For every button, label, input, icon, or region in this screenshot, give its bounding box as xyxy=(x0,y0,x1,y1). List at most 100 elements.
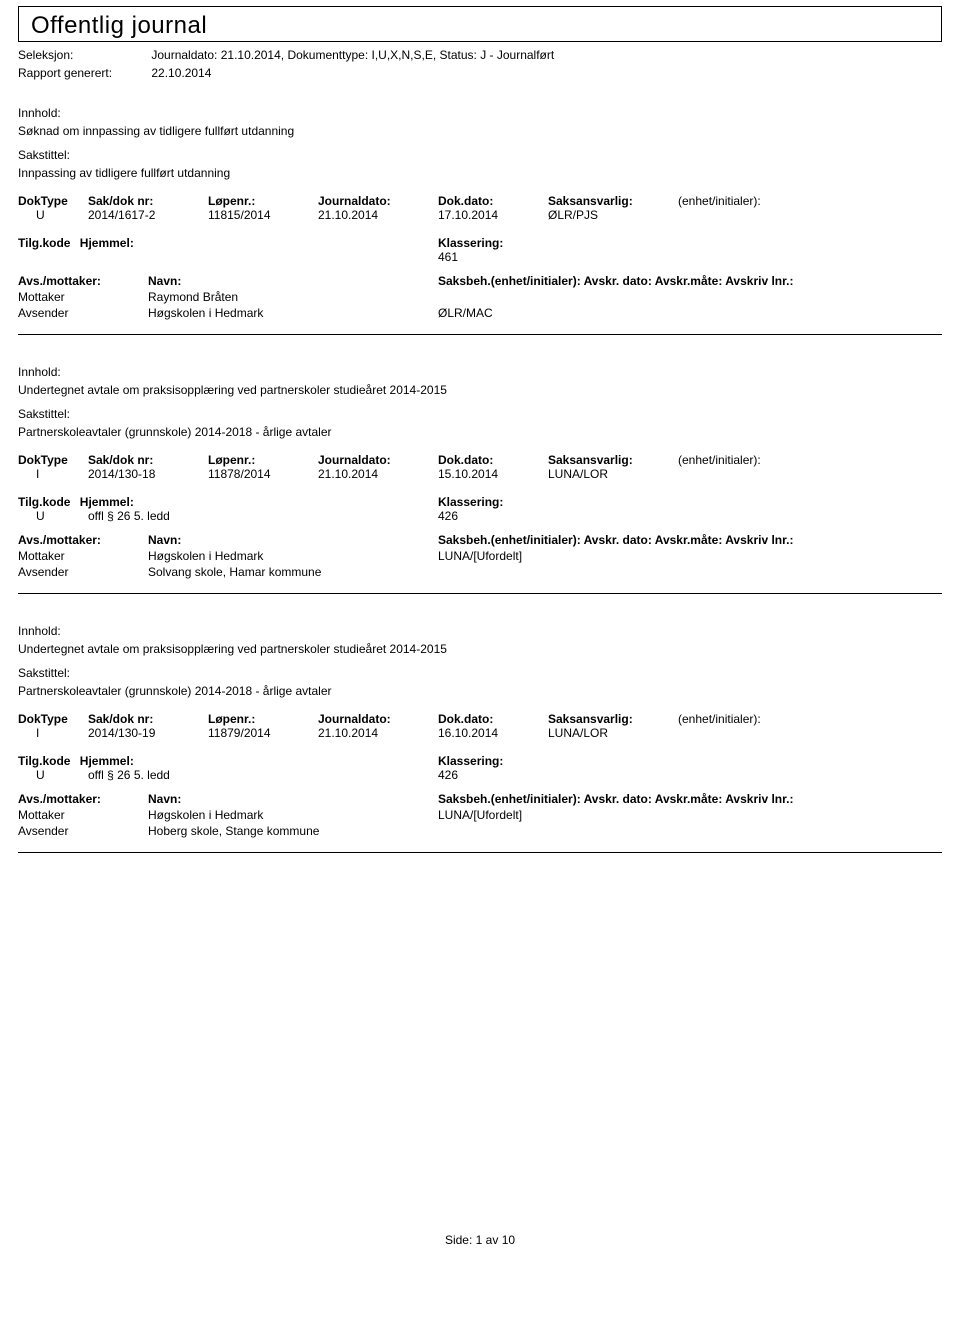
val-tilgkode: U xyxy=(18,509,88,523)
hdr-journaldato: Journaldato: xyxy=(318,194,438,208)
hjemmel-label: Hjemmel: xyxy=(80,495,134,509)
party-row: Mottaker Høgskolen i Hedmark LUNA/[Uford… xyxy=(18,808,942,822)
klassering-label: Klassering: xyxy=(438,236,503,250)
hdr-saksansvarlig: Saksansvarlig: xyxy=(548,194,678,208)
party-saksbeh xyxy=(438,565,942,579)
innhold-text: Undertegnet avtale om praksisopplæring v… xyxy=(18,642,942,656)
sakstittel-label: Sakstittel: xyxy=(18,407,942,421)
val-sakdok: 2014/1617-2 xyxy=(88,208,208,222)
val-dokdato: 17.10.2014 xyxy=(438,208,548,222)
party-name: Hoberg skole, Stange kommune xyxy=(148,824,438,838)
hdr-dokdato: Dok.dato: xyxy=(438,194,548,208)
val-klassering: 426 xyxy=(438,768,458,782)
party-name: Høgskolen i Hedmark xyxy=(148,549,438,563)
title-box: Offentlig journal xyxy=(18,6,942,42)
sakstittel-text: Partnerskoleavtaler (grunnskole) 2014-20… xyxy=(18,425,942,439)
seleksjon-row: Seleksjon: Journaldato: 21.10.2014, Doku… xyxy=(18,48,942,62)
party-row: Mottaker Høgskolen i Hedmark LUNA/[Uford… xyxy=(18,549,942,563)
innhold-text: Undertegnet avtale om praksisopplæring v… xyxy=(18,383,942,397)
val-journaldato: 21.10.2014 xyxy=(318,208,438,222)
sakstittel-text: Partnerskoleavtaler (grunnskole) 2014-20… xyxy=(18,684,942,698)
sakstittel-text: Innpassing av tidligere fullført utdanni… xyxy=(18,166,942,180)
hdr-navn: Navn: xyxy=(148,792,438,806)
hdr-enhet: (enhet/initialer): xyxy=(678,194,942,208)
innhold-label: Innhold: xyxy=(18,106,942,120)
party-saksbeh: LUNA/[Ufordelt] xyxy=(438,808,942,822)
page-footer: Side: 1 av 10 xyxy=(18,1233,942,1247)
val-dokdato: 16.10.2014 xyxy=(438,726,548,740)
hdr-doktype: DokType xyxy=(18,712,88,726)
doc-data-row: U 2014/1617-2 11815/2014 21.10.2014 17.1… xyxy=(18,208,942,222)
hdr-doktype: DokType xyxy=(18,194,88,208)
sakstittel-label: Sakstittel: xyxy=(18,148,942,162)
party-header: Avs./mottaker: Navn: Saksbeh.(enhet/init… xyxy=(18,533,942,547)
val-enhet xyxy=(678,467,942,481)
hdr-avs-mottaker: Avs./mottaker: xyxy=(18,792,148,806)
av-label: av xyxy=(486,1233,499,1247)
doc-header-row: DokType Sak/dok nr: Løpenr.: Journaldato… xyxy=(18,712,942,726)
innhold-label: Innhold: xyxy=(18,624,942,638)
records-container: Innhold: Søknad om innpassing av tidlige… xyxy=(18,84,942,853)
klassering-label: Klassering: xyxy=(438,754,503,768)
hdr-navn: Navn: xyxy=(148,274,438,288)
hjemmel-label: Hjemmel: xyxy=(80,236,134,250)
hdr-saksbeh: Saksbeh.(enhet/initialer): Avskr. dato: … xyxy=(438,533,942,547)
hdr-lopenr: Løpenr.: xyxy=(208,453,318,467)
val-doktype: I xyxy=(18,726,88,740)
hjemmel-label: Hjemmel: xyxy=(80,754,134,768)
rapport-label: Rapport generert: xyxy=(18,66,148,80)
val-enhet xyxy=(678,726,942,740)
innhold-text: Søknad om innpassing av tidligere fullfø… xyxy=(18,124,942,138)
party-name: Solvang skole, Hamar kommune xyxy=(148,565,438,579)
hdr-enhet: (enhet/initialer): xyxy=(678,453,942,467)
hdr-saksansvarlig: Saksansvarlig: xyxy=(548,453,678,467)
party-saksbeh xyxy=(438,290,942,304)
party-role: Avsender xyxy=(18,824,148,838)
val-tilgkode: U xyxy=(18,768,88,782)
doc-header-row: DokType Sak/dok nr: Løpenr.: Journaldato… xyxy=(18,194,942,208)
innhold-label: Innhold: xyxy=(18,365,942,379)
rapport-value: 22.10.2014 xyxy=(151,66,211,80)
party-role: Avsender xyxy=(18,306,148,320)
party-role: Mottaker xyxy=(18,290,148,304)
hdr-sakdok: Sak/dok nr: xyxy=(88,453,208,467)
total-pages: 10 xyxy=(502,1233,515,1247)
party-role: Mottaker xyxy=(18,549,148,563)
val-saksansvarlig: LUNA/LOR xyxy=(548,467,678,481)
hdr-dokdato: Dok.dato: xyxy=(438,712,548,726)
hdr-sakdok: Sak/dok nr: xyxy=(88,194,208,208)
hdr-dokdato: Dok.dato: xyxy=(438,453,548,467)
seleksjon-label: Seleksjon: xyxy=(18,48,148,62)
party-name: Raymond Bråten xyxy=(148,290,438,304)
val-hjemmel: offl § 26 5. ledd xyxy=(88,768,438,782)
page-number: 1 xyxy=(476,1233,483,1247)
tilg-klass-labels: Tilg.kode Hjemmel: Klassering: xyxy=(18,495,942,509)
tilg-klass-labels: Tilg.kode Hjemmel: Klassering: xyxy=(18,236,942,250)
val-lopenr: 11879/2014 xyxy=(208,726,318,740)
hdr-sakdok: Sak/dok nr: xyxy=(88,712,208,726)
party-saksbeh: LUNA/[Ufordelt] xyxy=(438,549,942,563)
val-sakdok: 2014/130-18 xyxy=(88,467,208,481)
party-role: Mottaker xyxy=(18,808,148,822)
val-saksansvarlig: ØLR/PJS xyxy=(548,208,678,222)
party-row: Avsender Solvang skole, Hamar kommune xyxy=(18,565,942,579)
hdr-navn: Navn: xyxy=(148,533,438,547)
rapport-row: Rapport generert: 22.10.2014 xyxy=(18,66,942,80)
val-doktype: I xyxy=(18,467,88,481)
seleksjon-value: Journaldato: 21.10.2014, Dokumenttype: I… xyxy=(151,48,554,62)
doc-data-row: I 2014/130-18 11878/2014 21.10.2014 15.1… xyxy=(18,467,942,481)
val-journaldato: 21.10.2014 xyxy=(318,467,438,481)
party-row: Mottaker Raymond Bråten xyxy=(18,290,942,304)
tilgkode-label: Tilg.kode xyxy=(18,495,70,509)
side-label: Side: xyxy=(445,1233,472,1247)
tilg-klass-values: U offl § 26 5. ledd 426 xyxy=(18,509,942,523)
val-lopenr: 11878/2014 xyxy=(208,467,318,481)
val-dokdato: 15.10.2014 xyxy=(438,467,548,481)
hdr-saksbeh: Saksbeh.(enhet/initialer): Avskr. dato: … xyxy=(438,792,942,806)
hdr-avs-mottaker: Avs./mottaker: xyxy=(18,533,148,547)
hdr-saksbeh: Saksbeh.(enhet/initialer): Avskr. dato: … xyxy=(438,274,942,288)
klassering-label: Klassering: xyxy=(438,495,503,509)
tilgkode-label: Tilg.kode xyxy=(18,754,70,768)
val-hjemmel: offl § 26 5. ledd xyxy=(88,509,438,523)
val-doktype: U xyxy=(18,208,88,222)
